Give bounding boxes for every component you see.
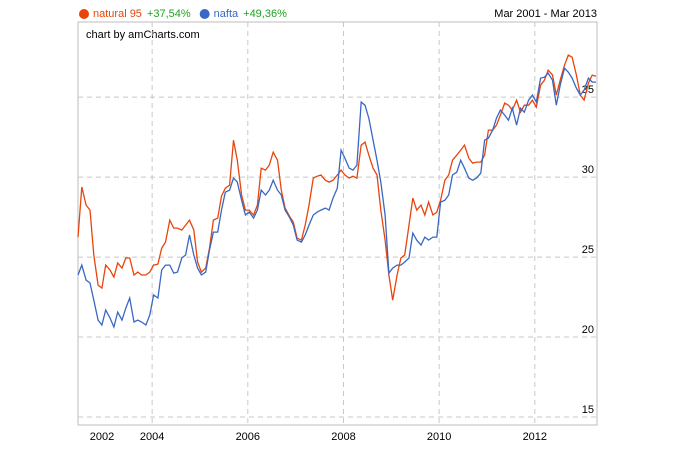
plot-frame	[77, 21, 598, 426]
legend-marker	[199, 9, 210, 19]
x-tick-label: 2006	[236, 431, 260, 443]
credit: chart by amCharts.com	[86, 29, 200, 41]
line-series	[77, 66, 596, 330]
y-tick-label: 15	[582, 404, 594, 416]
y-tick-label: 20	[582, 324, 594, 336]
y-tick-label: 25	[582, 244, 594, 256]
legend-change: +49,36%	[243, 8, 287, 20]
legend-change: +37,54%	[147, 8, 191, 20]
x-tick-label: 2008	[331, 431, 355, 443]
x-tick-label: 2002	[90, 431, 114, 443]
x-tick-label: 2012	[523, 431, 547, 443]
legend-name: nafta	[214, 8, 239, 20]
legend-name: natural 95	[93, 8, 142, 20]
legend-marker	[79, 9, 89, 19]
period-label: Mar 2001 - Mar 2013	[494, 8, 597, 20]
x-tick-label: 2004	[140, 431, 164, 443]
line-series	[77, 54, 597, 301]
x-tick-label: 2010	[427, 431, 451, 443]
y-tick-label: 30	[582, 164, 594, 176]
